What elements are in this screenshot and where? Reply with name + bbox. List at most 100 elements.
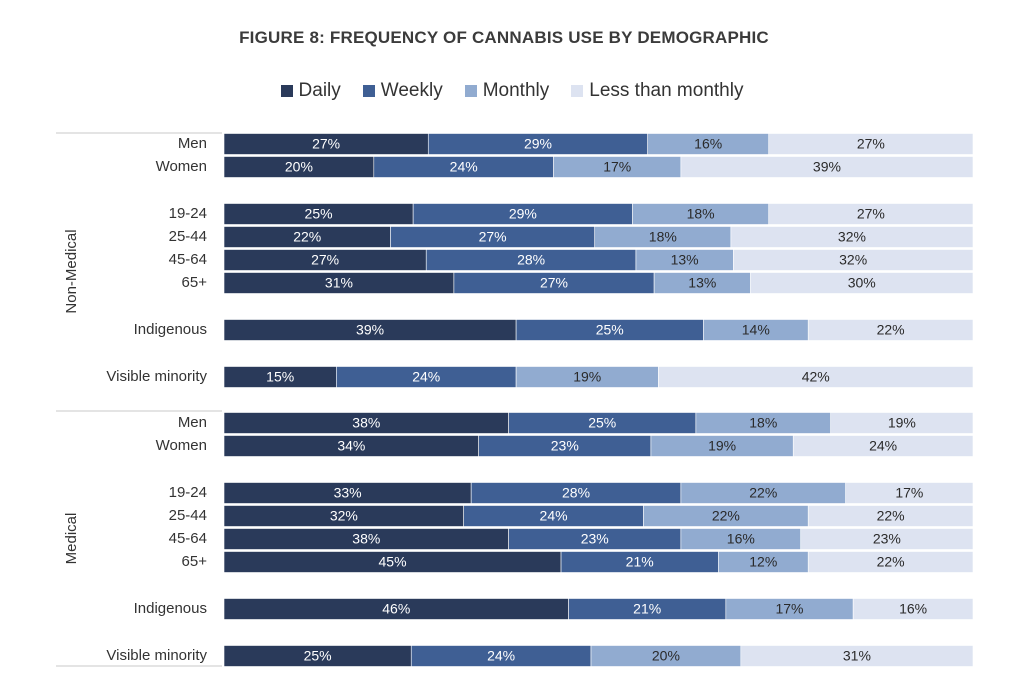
row-label-non-medical-65: 65+ [182, 274, 208, 291]
data-label-medical-men-less-than-monthly: 19% [888, 415, 916, 431]
row-label-medical-indigenous: Indigenous [134, 600, 207, 617]
row-label-non-medical-visible-minority: Visible minority [106, 368, 207, 385]
data-label-medical-19-24-less-than-monthly: 17% [895, 485, 923, 501]
data-label-medical-45-64-less-than-monthly: 23% [873, 531, 901, 547]
legend-swatch-daily [280, 85, 293, 97]
data-label-medical-45-64-daily: 38% [352, 531, 380, 547]
data-label-medical-25-44-monthly: 22% [712, 508, 740, 524]
data-label-medical-19-24-monthly: 22% [749, 485, 777, 501]
row-label-non-medical-women: Women [156, 158, 207, 175]
data-label-medical-visible-minority-daily: 25% [304, 648, 332, 664]
bar-segment-non-medical-65-less-than-monthly [750, 272, 974, 294]
data-label-non-medical-visible-minority-weekly: 24% [412, 369, 440, 385]
data-label-medical-25-44-weekly: 24% [540, 508, 568, 524]
legend-swatch-monthly [464, 85, 477, 97]
data-label-medical-indigenous-less-than-monthly: 16% [899, 601, 927, 617]
data-label-non-medical-indigenous-less-than-monthly: 22% [877, 322, 905, 338]
legend-item-daily: Daily [280, 80, 341, 102]
bar-segment-non-medical-men-less-than-monthly [768, 133, 974, 155]
data-label-medical-men-daily: 38% [352, 415, 380, 431]
data-label-non-medical-19-24-monthly: 18% [687, 206, 715, 222]
data-label-medical-visible-minority-weekly: 24% [487, 648, 515, 664]
data-label-non-medical-women-less-than-monthly: 39% [813, 159, 841, 175]
data-label-medical-men-monthly: 18% [749, 415, 777, 431]
legend-label-weekly: Weekly [380, 80, 443, 101]
legend-label-daily: Daily [298, 80, 341, 101]
data-label-medical-65-daily: 45% [379, 554, 407, 570]
row-label-medical-women: Women [156, 437, 207, 454]
data-label-non-medical-19-24-less-than-monthly: 27% [857, 206, 885, 222]
legend-item-less-than-monthly: Less than monthly [571, 80, 743, 102]
data-label-medical-45-64-weekly: 23% [581, 531, 609, 547]
data-label-non-medical-65-daily: 31% [325, 275, 353, 291]
data-label-non-medical-men-less-than-monthly: 27% [857, 136, 885, 152]
data-label-medical-25-44-daily: 32% [330, 508, 358, 524]
data-label-non-medical-65-weekly: 27% [540, 275, 568, 291]
row-label-medical-visible-minority: Visible minority [106, 647, 207, 664]
bar-segment-medical-45-64-less-than-monthly [800, 528, 974, 550]
data-label-medical-indigenous-daily: 46% [382, 601, 410, 617]
legend-label-less-than-monthly: Less than monthly [589, 80, 744, 101]
data-label-non-medical-men-monthly: 16% [694, 136, 722, 152]
row-label-non-medical-men: Men [178, 135, 207, 152]
row-label-medical-19-24: 19-24 [169, 484, 207, 501]
data-label-medical-25-44-less-than-monthly: 22% [877, 508, 905, 524]
chart-title: FIGURE 8: FREQUENCY OF CANNABIS USE BY D… [239, 28, 769, 47]
bar-segment-medical-19-24-less-than-monthly [845, 482, 974, 504]
data-label-medical-indigenous-weekly: 21% [633, 601, 661, 617]
data-label-medical-women-monthly: 19% [708, 438, 736, 454]
bar-segment-medical-visible-minority-less-than-monthly [740, 645, 974, 667]
data-label-non-medical-65-less-than-monthly: 30% [848, 275, 876, 291]
row-label-non-medical-19-24: 19-24 [169, 205, 207, 222]
data-label-medical-women-weekly: 23% [551, 438, 579, 454]
bar-segment-non-medical-indigenous-less-than-monthly [807, 319, 974, 341]
data-label-medical-women-daily: 34% [337, 438, 365, 454]
data-label-non-medical-19-24-daily: 25% [305, 206, 333, 222]
data-label-medical-19-24-daily: 33% [334, 485, 362, 501]
row-label-non-medical-indigenous: Indigenous [134, 321, 207, 338]
data-label-medical-visible-minority-less-than-monthly: 31% [843, 648, 871, 664]
data-label-non-medical-65-monthly: 13% [688, 275, 716, 291]
bar-segment-medical-25-44-less-than-monthly [807, 505, 974, 527]
data-label-non-medical-women-monthly: 17% [603, 159, 631, 175]
data-label-non-medical-visible-minority-less-than-monthly: 42% [802, 369, 830, 385]
bar-segment-medical-indigenous-less-than-monthly [852, 598, 974, 620]
data-label-medical-65-weekly: 21% [626, 554, 654, 570]
data-label-non-medical-men-weekly: 29% [524, 136, 552, 152]
data-label-non-medical-25-44-monthly: 18% [649, 229, 677, 245]
legend-swatch-weekly [362, 85, 375, 97]
data-label-non-medical-25-44-weekly: 27% [479, 229, 507, 245]
row-label-medical-men: Men [178, 414, 207, 431]
data-label-medical-visible-minority-monthly: 20% [652, 648, 680, 664]
data-label-non-medical-indigenous-daily: 39% [356, 322, 384, 338]
data-label-medical-indigenous-monthly: 17% [775, 601, 803, 617]
data-label-medical-men-weekly: 25% [588, 415, 616, 431]
row-label-medical-45-64: 45-64 [169, 530, 207, 547]
group-label-medical: Medical [63, 513, 80, 565]
bar-segment-non-medical-45-64-less-than-monthly [733, 249, 974, 271]
row-label-non-medical-25-44: 25-44 [169, 228, 207, 245]
data-label-non-medical-women-weekly: 24% [450, 159, 478, 175]
data-label-non-medical-visible-minority-daily: 15% [266, 369, 294, 385]
legend-item-weekly: Weekly [362, 80, 443, 102]
bar-segment-medical-men-less-than-monthly [830, 412, 974, 434]
row-label-medical-25-44: 25-44 [169, 507, 207, 524]
data-label-non-medical-indigenous-monthly: 14% [742, 322, 770, 338]
data-label-non-medical-indigenous-weekly: 25% [596, 322, 624, 338]
data-label-non-medical-45-64-monthly: 13% [671, 252, 699, 268]
row-label-non-medical-45-64: 45-64 [169, 251, 207, 268]
data-label-non-medical-25-44-less-than-monthly: 32% [838, 229, 866, 245]
group-label-non-medical: Non-Medical [63, 229, 80, 313]
legend-item-monthly: Monthly [464, 80, 549, 102]
data-label-non-medical-19-24-weekly: 29% [509, 206, 537, 222]
data-label-non-medical-45-64-less-than-monthly: 32% [839, 252, 867, 268]
bar-segment-non-medical-25-44-less-than-monthly [730, 226, 974, 248]
data-label-non-medical-men-daily: 27% [312, 136, 340, 152]
data-label-non-medical-women-daily: 20% [285, 159, 313, 175]
row-label-medical-65: 65+ [182, 553, 208, 570]
data-label-non-medical-45-64-daily: 27% [311, 252, 339, 268]
data-label-medical-65-less-than-monthly: 22% [877, 554, 905, 570]
legend-swatch-less-than-monthly [571, 85, 584, 97]
